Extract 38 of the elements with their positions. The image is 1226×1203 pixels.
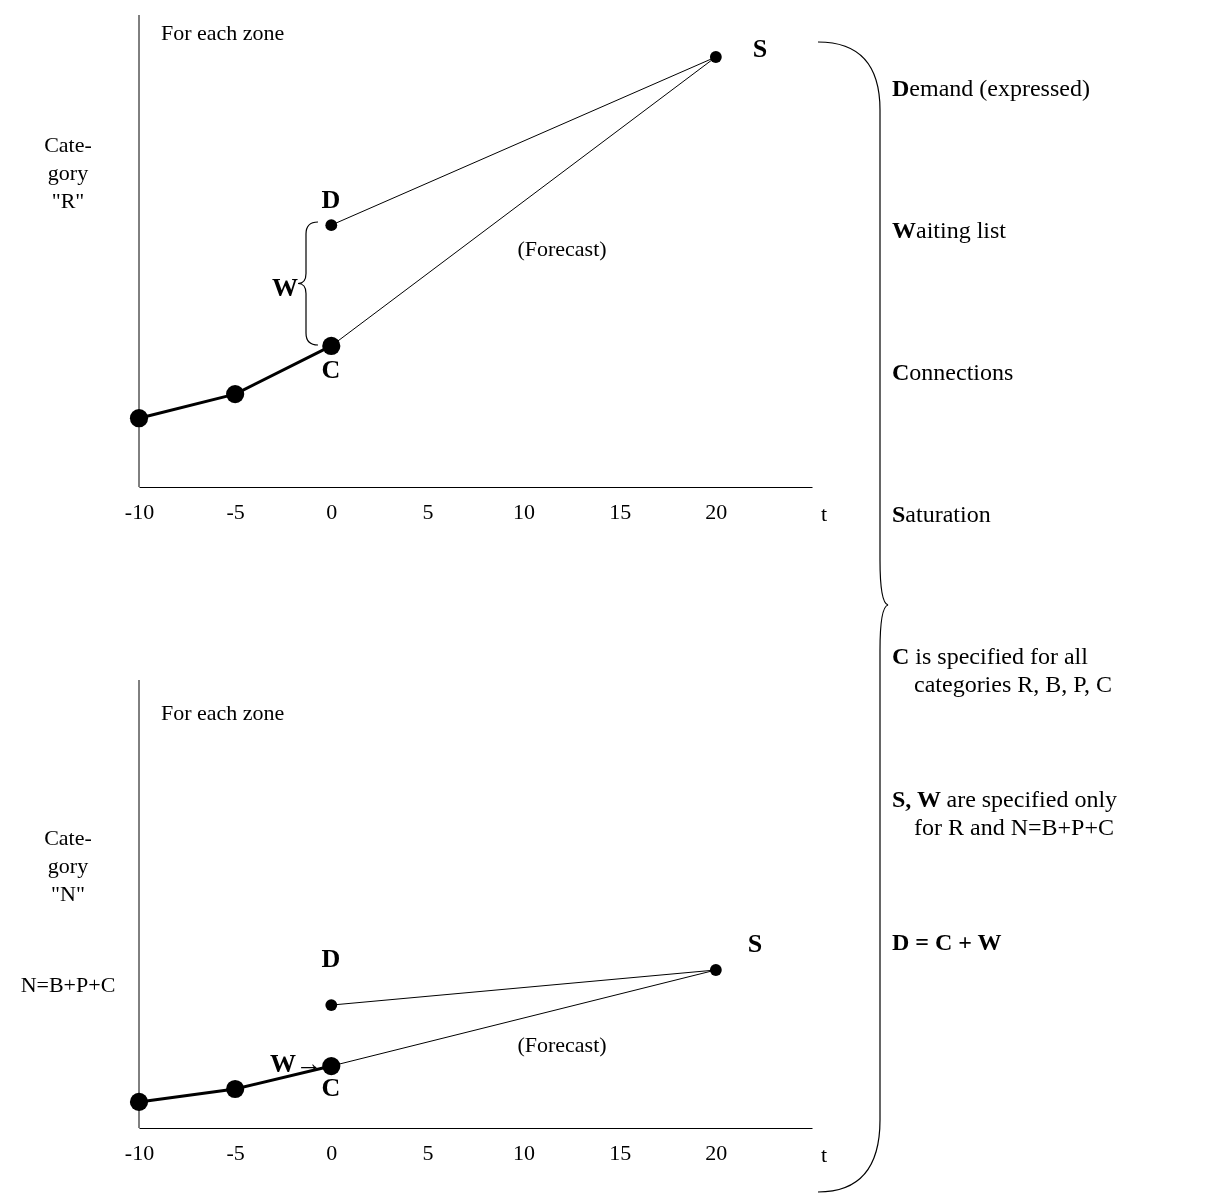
annotation: W bbox=[272, 273, 298, 302]
x-tick-label: 15 bbox=[609, 498, 632, 524]
x-tick-label: 20 bbox=[705, 1139, 728, 1165]
annotation: (Forecast) bbox=[517, 1032, 607, 1057]
x-tick-label: -10 bbox=[124, 498, 155, 524]
x-tick-label: 10 bbox=[513, 1139, 536, 1165]
x-tick-label: -5 bbox=[226, 1139, 245, 1165]
x-tick-label: 0 bbox=[326, 1139, 338, 1165]
y-axis-title: Cate- gory "N" bbox=[44, 825, 92, 906]
annotation: C bbox=[321, 355, 341, 384]
annotation: C bbox=[321, 1073, 341, 1102]
annotation: W→ bbox=[270, 1049, 322, 1078]
text: Saturation bbox=[892, 501, 991, 527]
text: D = C + W bbox=[892, 929, 1002, 955]
x-axis-title: t bbox=[820, 1142, 828, 1167]
annotation: S bbox=[752, 34, 768, 63]
x-axis-title: t bbox=[820, 501, 828, 526]
annotation: (Forecast) bbox=[517, 236, 607, 261]
annotation: D bbox=[321, 944, 341, 973]
text: N=B+P+C bbox=[20, 972, 116, 997]
x-tick-label: 0 bbox=[326, 498, 338, 524]
text: Waiting list bbox=[892, 217, 1007, 243]
text: S, W are specified only for R and N=B+P+C bbox=[892, 786, 1118, 840]
x-tick-label: -10 bbox=[124, 1139, 155, 1165]
x-tick-label: -5 bbox=[226, 498, 245, 524]
text: S bbox=[747, 929, 763, 958]
x-tick-label: 5 bbox=[422, 1139, 434, 1165]
text: C is specified for all categories R, B, P, C bbox=[892, 643, 1112, 697]
text: For each zone bbox=[161, 20, 285, 45]
x-tick-label: 10 bbox=[513, 498, 536, 524]
text: For each zone bbox=[161, 700, 285, 725]
x-tick-label: 15 bbox=[609, 1139, 632, 1165]
x-tick-label: 20 bbox=[705, 498, 728, 524]
text: Demand (expressed) bbox=[892, 75, 1090, 101]
y-axis-title: Cate- gory "R" bbox=[44, 132, 92, 213]
x-tick-label: 5 bbox=[422, 498, 434, 524]
text: Connections bbox=[892, 359, 1014, 385]
annotation: D bbox=[321, 185, 341, 214]
